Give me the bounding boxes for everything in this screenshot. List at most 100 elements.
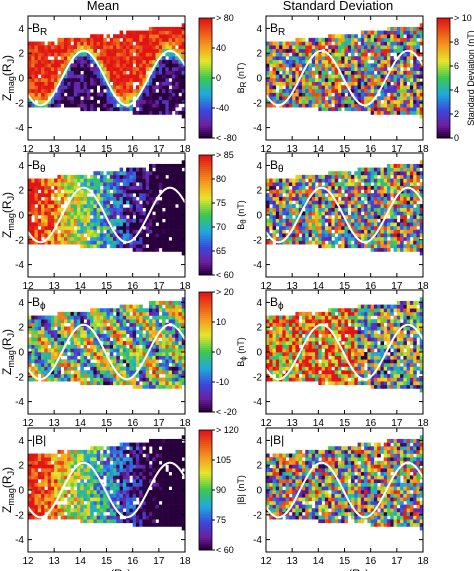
heatmap-cell (344, 52, 349, 57)
heatmap-cell (135, 236, 140, 241)
heatmap-cell (387, 59, 391, 64)
heatmap-cell (54, 67, 58, 72)
heatmap-cell (305, 222, 309, 227)
heatmap-cell (50, 233, 55, 238)
heatmap-cell (47, 74, 52, 79)
heatmap-cell (390, 85, 394, 90)
heatmap-cell (328, 229, 332, 234)
heatmap-cell (344, 85, 349, 90)
colorbar-swatch (437, 58, 450, 61)
heatmap-cell (396, 182, 401, 187)
heatmap-cell (354, 185, 358, 190)
heatmap-cell (67, 207, 71, 212)
heatmap-cell (308, 37, 313, 42)
heatmap-cell (34, 355, 39, 360)
heatmap-cell (341, 218, 345, 223)
heatmap-cell (162, 59, 166, 64)
heatmap-cell (106, 59, 111, 64)
heatmap-cell (315, 185, 319, 190)
heatmap-cell (334, 37, 339, 42)
colorbar-swatch (437, 64, 450, 67)
heatmap-cell (77, 326, 81, 331)
heatmap-cell (139, 110, 143, 115)
heatmap-cell (80, 218, 84, 223)
heatmap-cell (116, 185, 120, 190)
heatmap-cell (416, 48, 421, 53)
heatmap-cell (406, 59, 411, 64)
heatmap-cell (168, 96, 173, 101)
heatmap-cell (86, 200, 91, 205)
heatmap-cell (31, 222, 35, 227)
heatmap-cell (155, 240, 160, 245)
heatmap-cell (63, 48, 68, 53)
heatmap-cell (31, 337, 35, 342)
heatmap-cell (341, 196, 345, 201)
heatmap-cell (387, 85, 391, 90)
heatmap-cell (298, 59, 303, 64)
heatmap-cell (360, 85, 365, 90)
heatmap-cell (54, 359, 58, 364)
heatmap-cell (99, 377, 104, 382)
heatmap-cell (393, 233, 398, 238)
heatmap-cell (86, 215, 91, 219)
heatmap-cell (80, 59, 84, 64)
heatmap-cell (409, 207, 414, 212)
heatmap-cell (413, 207, 417, 212)
heatmap-cell (113, 185, 117, 190)
heatmap-cell (63, 45, 68, 50)
heatmap-cell (145, 236, 150, 241)
heatmap-cell (67, 311, 71, 316)
heatmap-cell (360, 88, 365, 93)
heatmap-cell (152, 99, 156, 104)
heatmap-cell (47, 41, 52, 46)
heatmap-cell (347, 34, 352, 39)
heatmap-cell (126, 96, 130, 101)
colorbar-tick-label: 40 (216, 43, 226, 53)
heatmap-cell (341, 182, 345, 187)
heatmap-cell (269, 200, 273, 205)
heatmap-cell (328, 222, 332, 227)
heatmap-cell (400, 56, 404, 61)
heatmap-cell (396, 103, 401, 108)
heatmap-cell (334, 45, 339, 50)
heatmap-cell (416, 26, 421, 31)
heatmap-cell (44, 74, 48, 79)
heatmap-cell (96, 240, 101, 245)
heatmap-cell (158, 103, 163, 108)
heatmap-cell (171, 182, 176, 187)
heatmap-cell (73, 319, 78, 324)
heatmap-cell (86, 207, 91, 212)
heatmap-cell (73, 211, 78, 216)
heatmap-cell (28, 229, 32, 234)
heatmap-cell (308, 78, 313, 82)
heatmap-cell (390, 41, 394, 46)
heatmap-cell (129, 341, 133, 346)
heatmap-cell (145, 311, 150, 316)
heatmap-cell (413, 107, 417, 112)
heatmap-cell (360, 45, 365, 50)
heatmap-cell (328, 45, 332, 50)
heatmap-cell (298, 78, 303, 82)
heatmap-cell (99, 34, 104, 39)
heatmap-cell (109, 233, 114, 238)
colorbar-swatch (437, 40, 450, 43)
heatmap-cell (99, 178, 104, 183)
heatmap-cell (282, 96, 286, 101)
heatmap-cell (168, 74, 173, 79)
heatmap-cell (96, 193, 101, 198)
heatmap-cell (416, 59, 421, 64)
heatmap-cell (308, 52, 313, 57)
heatmap-cell (99, 366, 104, 371)
heatmap-cell (77, 67, 81, 72)
heatmap-cell (315, 78, 319, 82)
heatmap-cell (393, 74, 398, 79)
heatmap-cell (403, 45, 407, 50)
heatmap-cell (419, 23, 424, 28)
heatmap-cell (171, 196, 176, 201)
heatmap-cell (295, 193, 300, 198)
heatmap-cell (413, 211, 417, 216)
heatmap-cell (155, 348, 160, 353)
heatmap-cell (393, 26, 398, 31)
heatmap-cell (158, 26, 163, 31)
x-tick-label: 17 (391, 144, 403, 155)
